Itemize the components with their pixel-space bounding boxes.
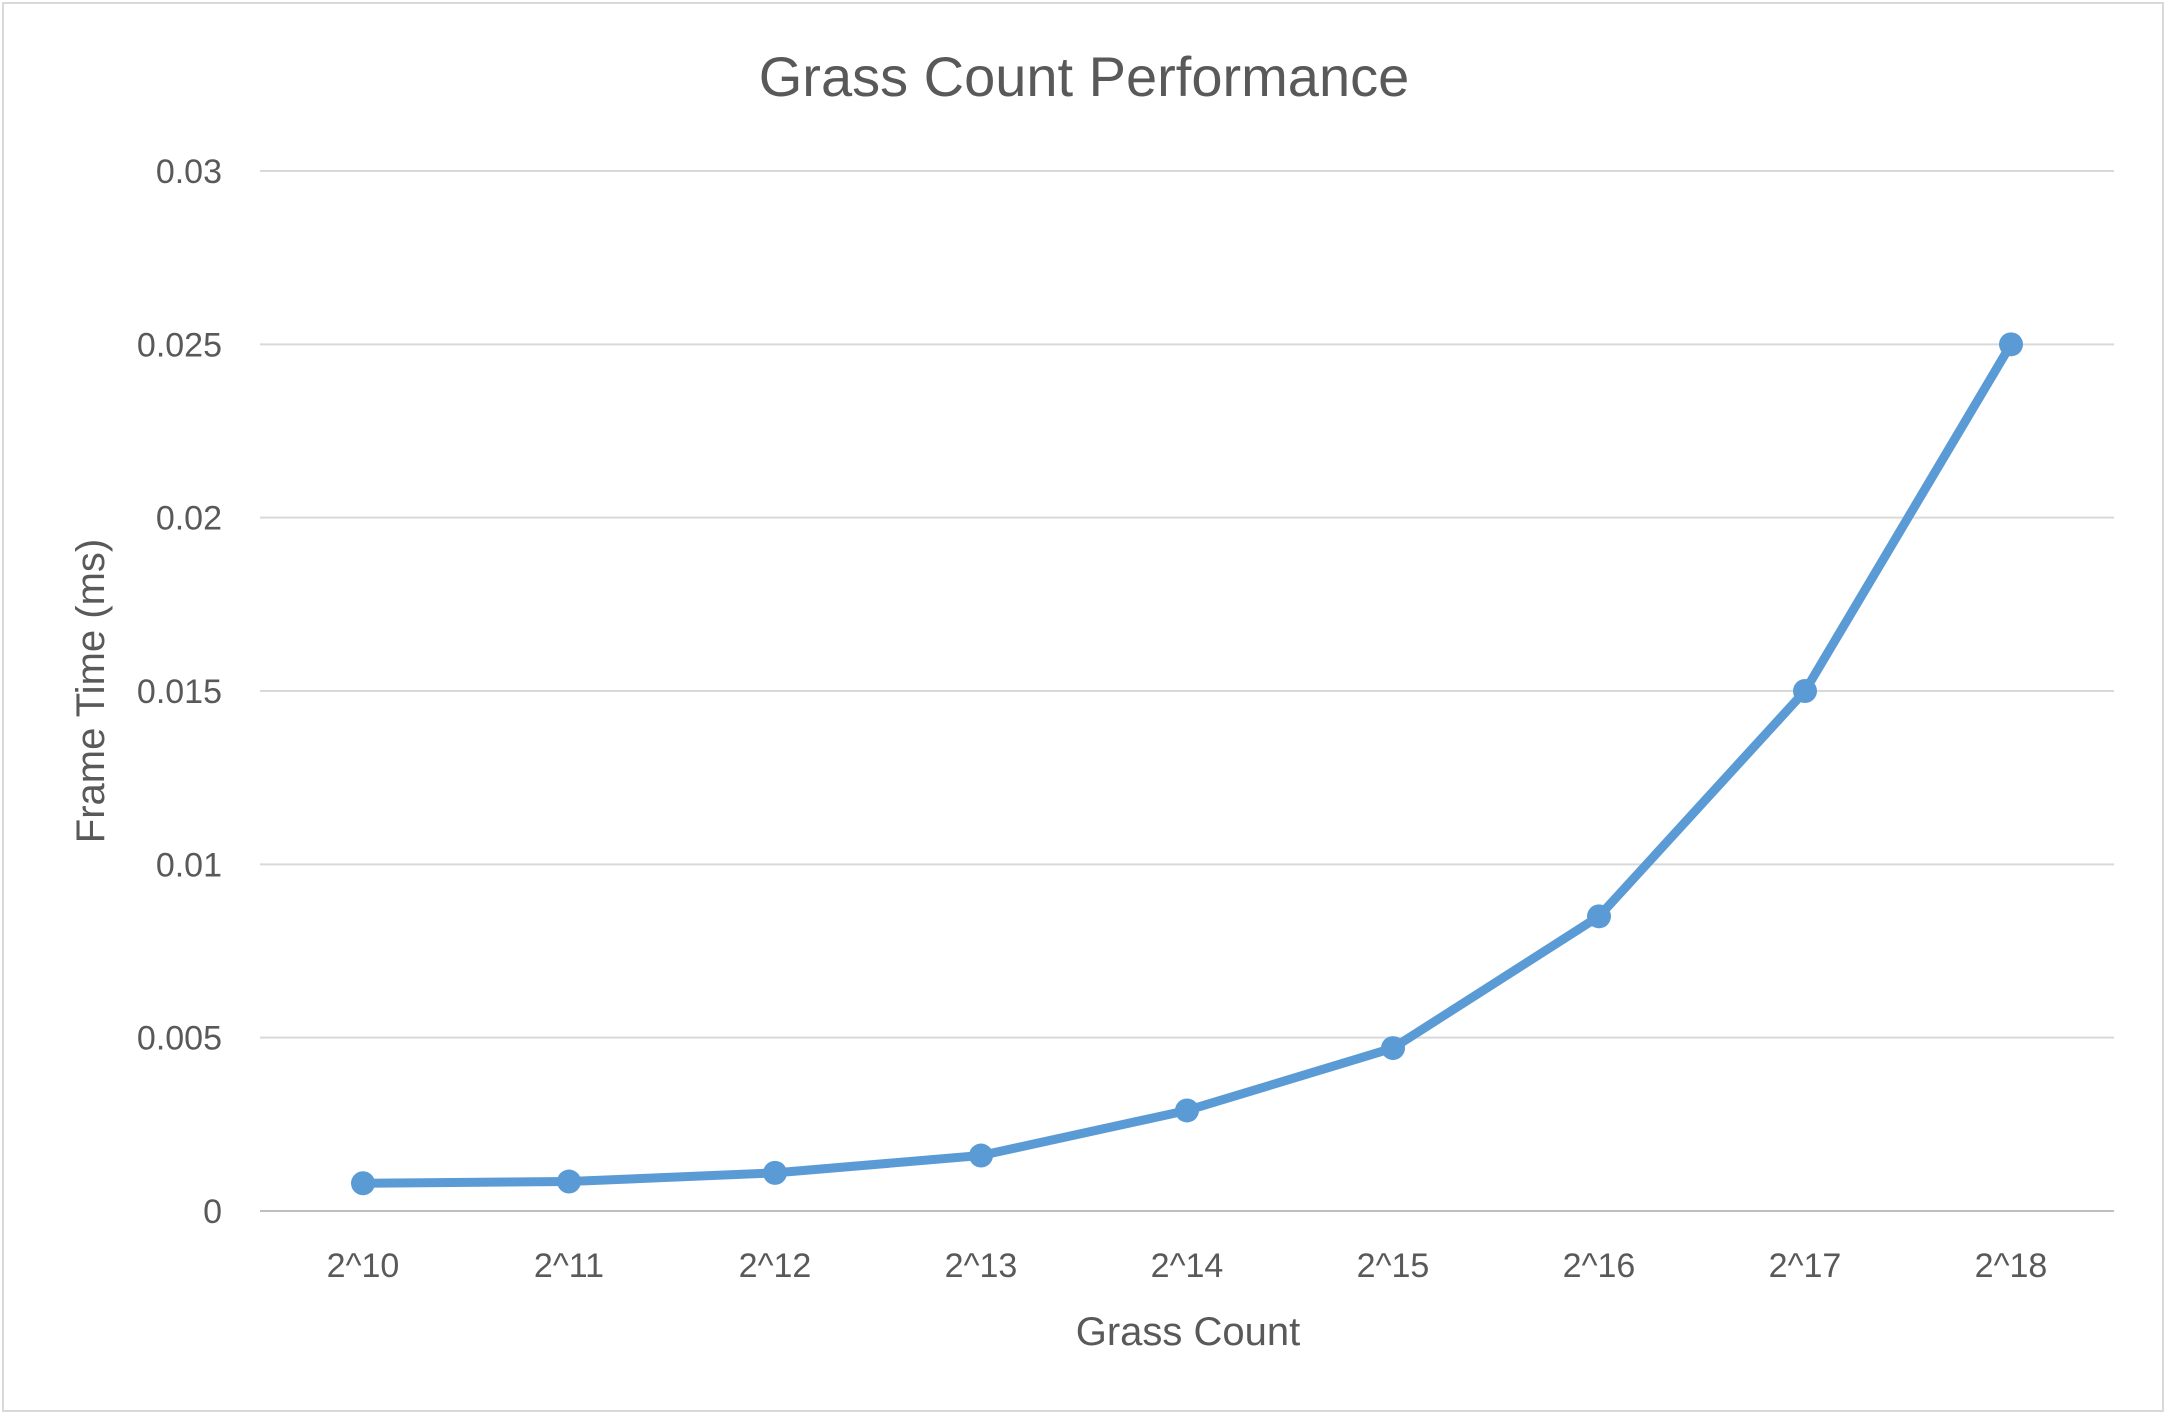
x-tick-label: 2^12	[739, 1247, 812, 1285]
series-line	[358, 339, 2016, 1188]
x-tick-label: 2^13	[945, 1247, 1018, 1285]
x-tick-label: 2^10	[327, 1247, 400, 1285]
x-tick-label: 2^14	[1151, 1247, 1224, 1285]
series-group	[351, 332, 2023, 1196]
x-axis-tick-labels: 2^10 2^11 2^12 2^13 2^14 2^15 2^16 2^17 2^18	[327, 1247, 2048, 1285]
gridlines	[260, 170, 2114, 1212]
y-tick-label: 0.005	[137, 1020, 222, 1058]
x-tick-label: 2^16	[1563, 1247, 1636, 1285]
data-point	[557, 1169, 581, 1194]
y-tick-label: 0.03	[156, 153, 222, 191]
y-tick-label: 0.02	[156, 500, 222, 538]
y-tick-label: 0.015	[137, 673, 222, 711]
y-tick-label: 0	[203, 1193, 222, 1231]
data-point	[351, 1171, 375, 1196]
x-tick-label: 2^15	[1357, 1247, 1430, 1285]
chart-title: Grass Count Performance	[759, 45, 1409, 108]
data-point	[1587, 904, 1611, 929]
x-tick-label: 2^18	[1975, 1247, 2048, 1285]
data-point	[1381, 1036, 1405, 1061]
data-point	[1175, 1098, 1199, 1123]
x-axis-title: Grass Count	[1076, 1310, 1301, 1354]
y-tick-label: 0.01	[156, 846, 222, 884]
x-tick-label: 2^11	[534, 1247, 604, 1285]
data-point	[969, 1143, 993, 1168]
x-tick-label: 2^17	[1769, 1247, 1842, 1285]
y-axis-tick-labels: 0 0.005 0.01 0.015 0.02 0.025 0.03	[137, 153, 222, 1231]
y-tick-label: 0.025	[137, 326, 222, 364]
data-point	[1793, 679, 1817, 703]
data-point	[1999, 332, 2023, 357]
data-point	[763, 1160, 787, 1185]
y-axis-title: Frame Time (ms)	[69, 539, 113, 843]
